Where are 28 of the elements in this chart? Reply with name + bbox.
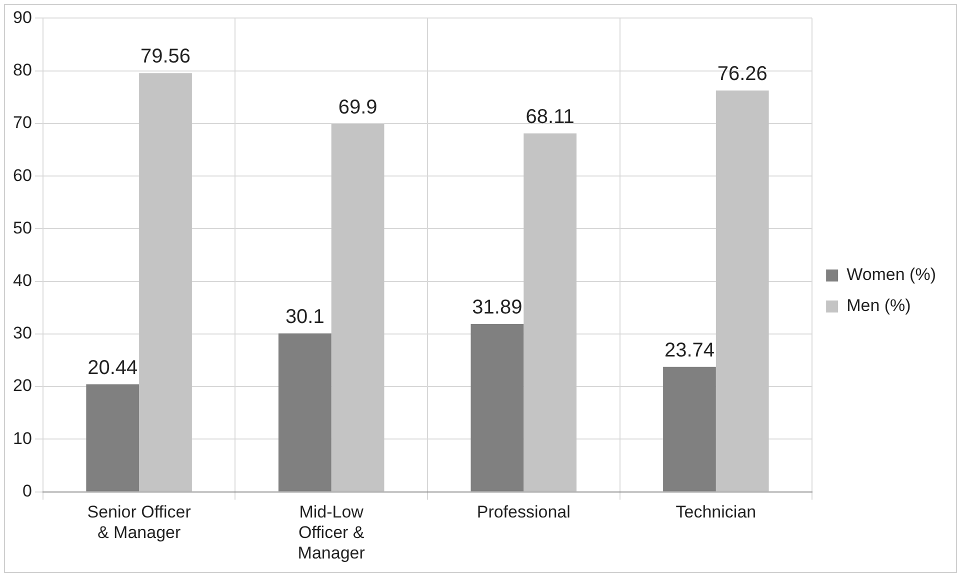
y-tick-label: 50 [12,218,32,238]
data-label: 20.44 [88,356,138,379]
x-tick-label: Senior Officer & Manager [87,502,192,542]
bar [331,124,384,492]
y-tick-label: 0 [22,481,32,500]
data-label: 69.9 [338,96,378,118]
data-label: 68.11 [526,106,574,128]
y-tick-label: 40 [12,271,32,290]
data-label: 79.56 [140,46,191,68]
y-tick-label: 70 [12,113,32,132]
x-tick-label: Mid-Low Officer & Manager [298,502,366,562]
x-tick-label: Professional [476,502,570,522]
data-label: 23.74 [664,339,715,362]
bar [139,73,192,492]
data-label: 76.26 [717,63,768,86]
data-label: 30.1 [285,306,324,328]
bar [716,90,769,492]
y-tick-label: 80 [12,60,32,80]
y-tick-label: 60 [12,166,32,185]
legend-label: Women (%) [846,265,936,284]
bar [524,133,577,492]
y-tick-label: 90 [12,8,32,27]
legend-label: Men (%) [846,296,911,316]
x-tick-label: Technician [676,502,756,522]
y-tick-label: 30 [12,324,32,343]
data-label: 31.89 [472,296,522,319]
y-tick-label: 10 [12,428,32,448]
y-tick-label: 20 [12,376,32,396]
